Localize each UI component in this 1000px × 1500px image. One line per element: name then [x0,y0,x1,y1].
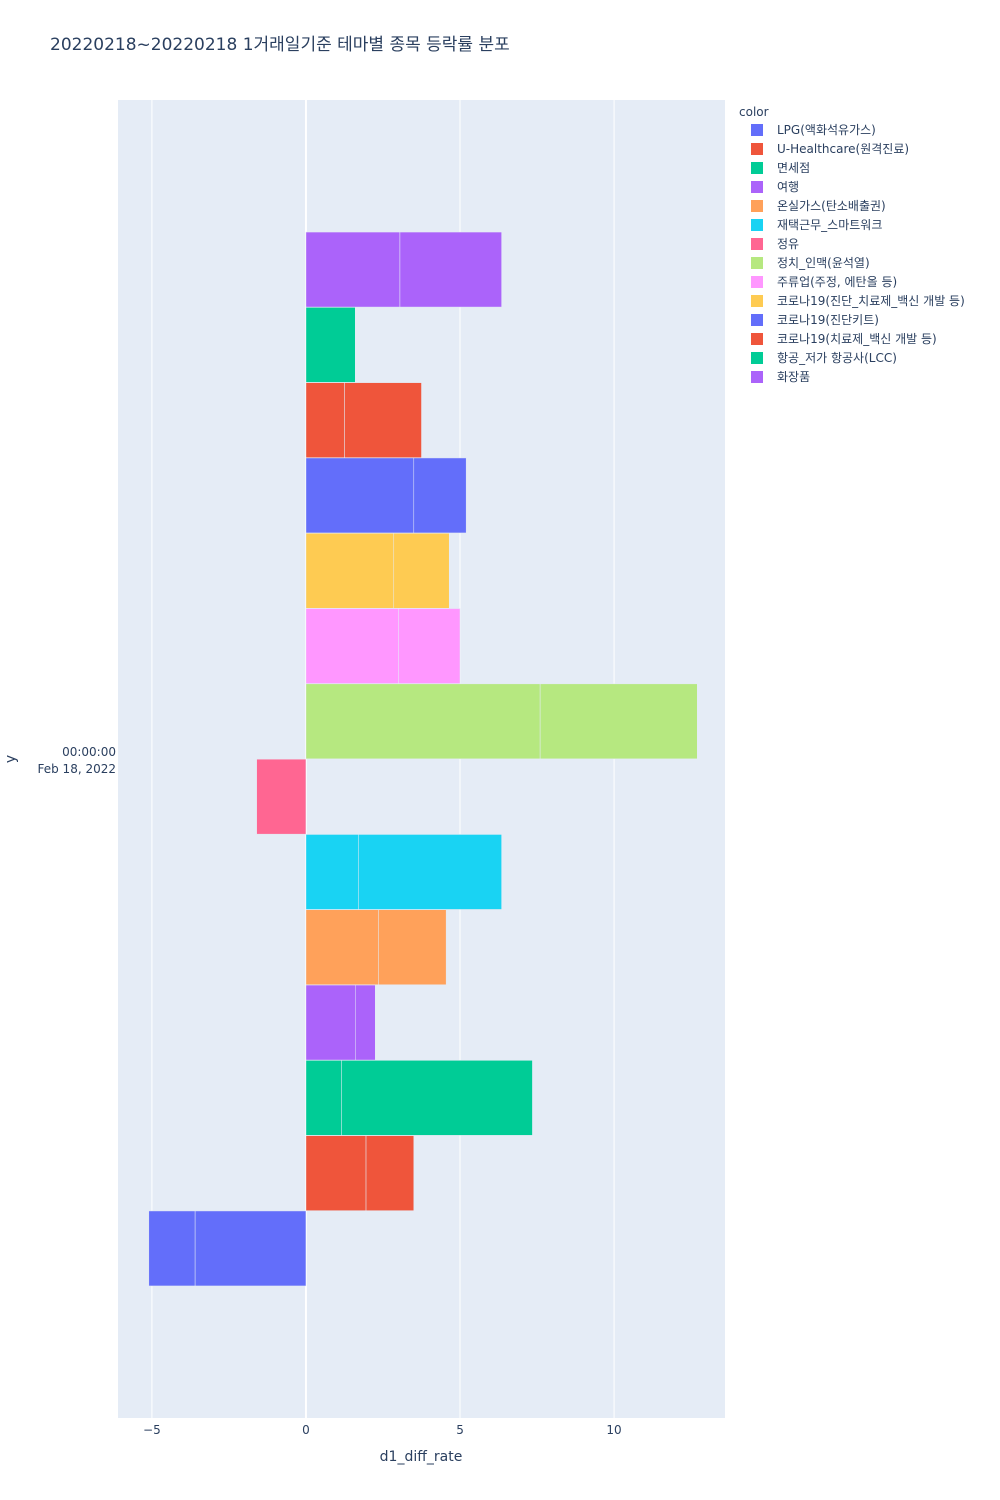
legend-swatch [751,314,763,326]
bar-segment [305,533,395,609]
y-axis-title: y [3,755,19,763]
legend-item-label: 코로나19(진단_치료제_백신 개발 등) [777,294,965,308]
bar-segment [305,834,359,910]
bar-segment [305,1135,367,1211]
bar-segment [305,382,345,458]
legend-item-label: 주류업(주정, 에탄올 등) [777,275,897,289]
bar-segment [305,1060,342,1136]
bar-segment [344,382,422,458]
bar-segment [305,683,541,760]
legend-swatch [751,200,763,212]
bar-segment [355,984,376,1061]
legend-swatch [751,333,763,345]
legend-swatch [751,124,763,136]
legend-item-label: 면세점 [777,161,810,175]
bar-segment [365,1135,415,1211]
bar-segment [305,984,356,1061]
legend-item-label: 코로나19(진단키트) [777,313,879,327]
legend-item-label: LPG(액화석유가스) [777,123,876,137]
bar-segment [393,533,450,609]
legend-item-label: U-Healthcare(원격진료) [777,142,909,156]
bar-segment [378,909,447,985]
legend-item-label: 정치_인맥(윤석열) [777,256,870,270]
bar-segment [399,231,502,308]
x-axis-title: d1_diff_rate [380,1449,463,1465]
x-tick-label: 10 [606,1423,621,1437]
y-tick-label-date: Feb 18, 2022 [38,762,117,776]
x-tick-label: −5 [143,1423,161,1437]
legend-item-label: 여행 [777,179,799,194]
x-tick-label: 5 [456,1423,464,1437]
legend-swatch [751,371,763,383]
bar-segment [358,834,502,910]
legend-item-label: 화장품 [777,370,810,384]
bar-segment [256,758,307,835]
bar-segment [305,608,399,684]
bars [148,231,698,1287]
y-tick-label-time: 00:00:00 [62,745,116,759]
legend-swatch [751,276,763,288]
legend-swatch [751,257,763,269]
legend-item-label: 코로나19(치료제_백신 개발 등) [777,332,937,346]
legend-swatch [751,295,763,307]
bar-segment [148,1210,196,1287]
bar-segment [305,231,401,308]
legend-item-label: 재택근무_스마트워크 [777,218,882,232]
legend: color LPG(액화석유가스) U-Healthcare(원격진료) 면세점여행… [739,105,965,384]
legend-swatch [751,181,763,193]
legend-item-label: 정유 [777,237,799,251]
x-ticks: −5 0 5 10 [143,1423,622,1437]
legend-swatch [751,162,763,174]
bar-segment [341,1060,533,1136]
bar-segment [398,608,461,684]
legend-swatch [751,238,763,250]
legend-item-label: 항공_저가 항공사(LCC) [777,351,897,365]
legend-swatch [751,352,763,364]
bar-segment [305,307,356,383]
bar-segment [305,457,415,534]
legend-swatch [751,219,763,231]
bar-segment [539,683,698,760]
bar-segment [413,457,467,534]
legend-title: color [739,105,769,119]
legend-item-label: 온실가스(탄소배출권) [777,199,886,213]
bar-segment [305,909,379,985]
chart-title: 20220218~20220218 1거래일기준 테마별 종목 등락률 분포 [50,35,510,55]
bar-segment [194,1210,307,1287]
x-tick-label: 0 [302,1423,310,1437]
legend-swatch [751,143,763,155]
